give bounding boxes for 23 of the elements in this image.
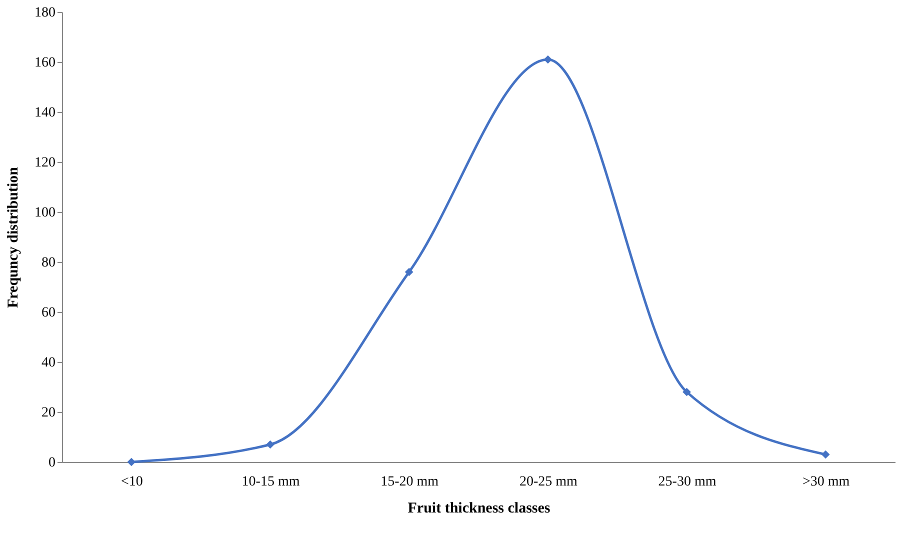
point (821, 450, 830, 459)
point (682, 388, 691, 396)
x-tick-label: >30 mm (802, 474, 850, 490)
y-axis-title: Frequncy distribution (6, 166, 22, 308)
y-tick-label: 120 (34, 156, 56, 170)
x-tick-label: <10 (120, 474, 143, 490)
y-tick-label: 0 (48, 456, 56, 470)
point (266, 440, 274, 449)
y-tick-label: 20 (42, 406, 56, 420)
y-tick-label: 80 (42, 256, 56, 270)
y-tick-label: 180 (34, 6, 56, 20)
y-tick-label: 40 (42, 356, 56, 370)
y-tick-label: 160 (34, 56, 56, 70)
x-tick-label: 25-30 mm (658, 474, 716, 490)
y-tick-label: 60 (42, 306, 56, 320)
x-tick-label: 15-20 mm (380, 474, 439, 490)
point (404, 268, 414, 276)
x-tick-label: 20-25 mm (519, 474, 578, 490)
y-tick-label: 140 (34, 106, 56, 120)
x-tick-label: 10-15 mm (242, 474, 300, 490)
x-axis-title: Fruit thickness classes (408, 500, 550, 516)
y-tick-label: 100 (34, 206, 56, 220)
point (544, 55, 552, 64)
